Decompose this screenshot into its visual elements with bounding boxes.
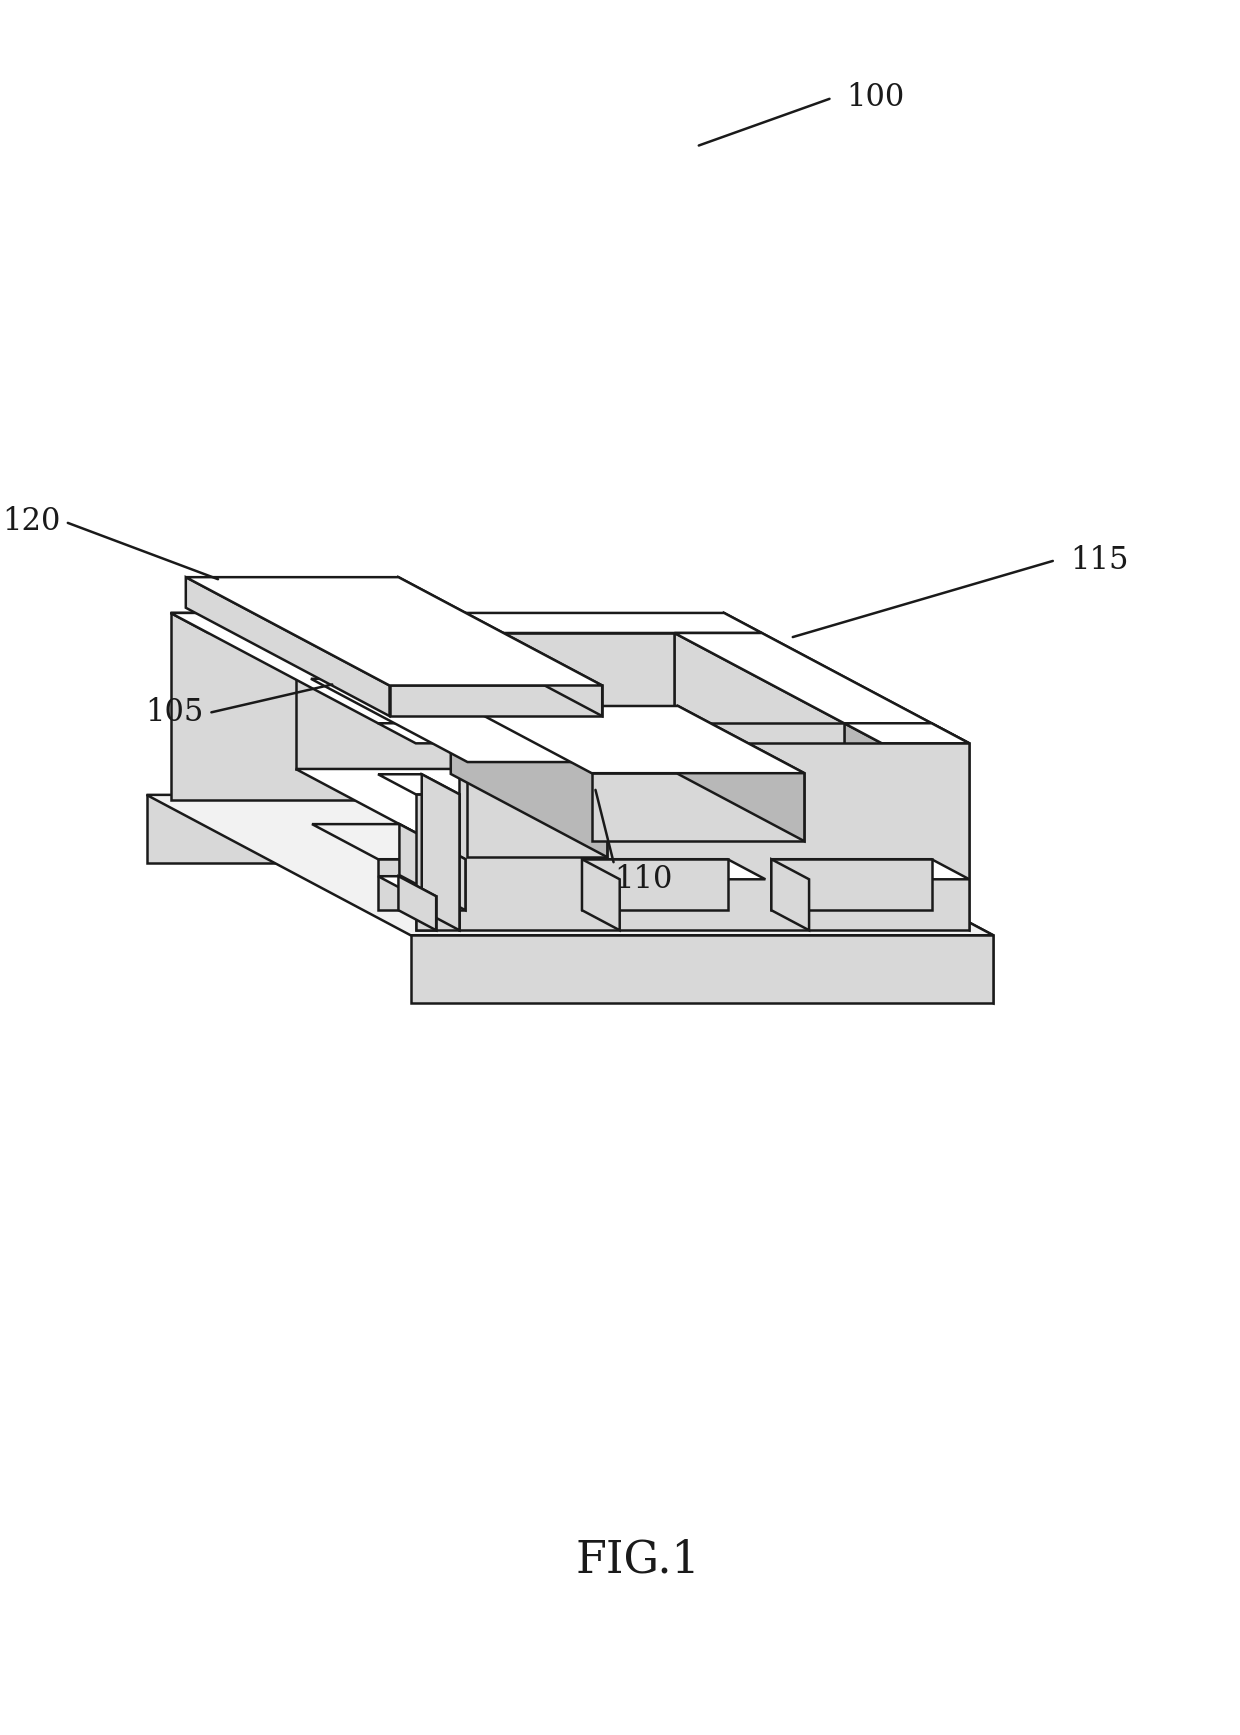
Polygon shape: [171, 612, 465, 723]
Polygon shape: [171, 612, 761, 633]
Text: FIG.1: FIG.1: [575, 1537, 701, 1581]
Polygon shape: [465, 723, 844, 859]
Polygon shape: [311, 678, 608, 762]
Polygon shape: [378, 859, 465, 911]
Text: 115: 115: [1070, 545, 1128, 576]
Text: 120: 120: [2, 507, 61, 538]
Polygon shape: [675, 633, 844, 859]
Polygon shape: [729, 795, 993, 1003]
Polygon shape: [146, 795, 993, 935]
Polygon shape: [295, 769, 844, 859]
Polygon shape: [771, 859, 808, 930]
Polygon shape: [378, 723, 503, 743]
Polygon shape: [465, 706, 805, 774]
Text: 100: 100: [847, 82, 905, 113]
Polygon shape: [771, 859, 931, 911]
Polygon shape: [171, 612, 724, 800]
Polygon shape: [771, 859, 970, 880]
Polygon shape: [146, 795, 729, 862]
Polygon shape: [460, 743, 970, 930]
Polygon shape: [582, 859, 620, 930]
Polygon shape: [378, 876, 436, 897]
Polygon shape: [678, 706, 805, 841]
Polygon shape: [186, 578, 603, 685]
Polygon shape: [398, 578, 603, 717]
Polygon shape: [582, 859, 728, 911]
Polygon shape: [399, 824, 465, 911]
Polygon shape: [422, 774, 460, 930]
Polygon shape: [724, 612, 970, 930]
Polygon shape: [389, 685, 603, 717]
Polygon shape: [451, 678, 608, 857]
Polygon shape: [467, 762, 608, 857]
Polygon shape: [186, 578, 389, 717]
Polygon shape: [415, 795, 460, 930]
Polygon shape: [582, 859, 765, 880]
Text: 110: 110: [614, 864, 672, 895]
Polygon shape: [675, 633, 970, 743]
Polygon shape: [312, 824, 465, 859]
Polygon shape: [591, 774, 805, 841]
Polygon shape: [378, 774, 460, 795]
Polygon shape: [415, 897, 436, 930]
Polygon shape: [295, 633, 675, 769]
Polygon shape: [398, 876, 436, 930]
Polygon shape: [410, 935, 993, 1003]
Text: 105: 105: [145, 697, 203, 729]
Polygon shape: [844, 723, 970, 743]
